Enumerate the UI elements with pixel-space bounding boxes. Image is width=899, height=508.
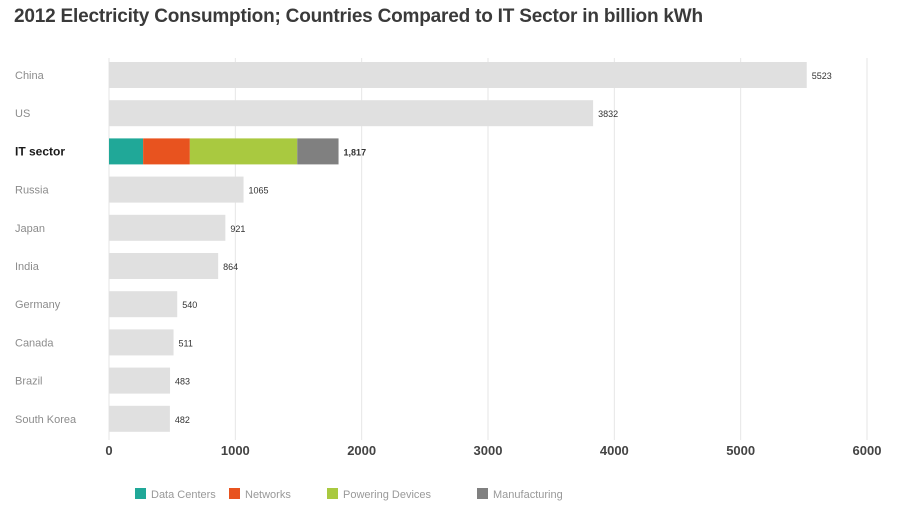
category-label: Brazil [15,376,43,388]
legend-swatch [477,488,488,499]
bar [109,405,170,432]
legend-label: Networks [245,489,291,501]
bar [109,100,594,127]
x-tick-label: 5000 [726,443,755,458]
category-label: Canada [15,337,54,349]
value-label: 1,817 [344,147,367,157]
value-label: 540 [182,300,197,310]
value-label: 483 [175,377,190,387]
bar [109,367,171,394]
legend-label: Data Centers [151,489,216,501]
category-label: China [15,70,45,82]
x-tick-label: 1000 [221,443,250,458]
value-label: 864 [223,262,238,272]
value-label: 482 [175,415,190,425]
value-label: 5523 [812,71,832,81]
category-label: South Korea [15,414,77,426]
bar [109,329,174,356]
category-label: Germany [15,299,61,311]
legend-label: Powering Devices [343,489,432,501]
legend-swatch [135,488,146,499]
value-label: 921 [230,224,245,234]
category-label: India [15,261,40,273]
x-tick-label: 6000 [853,443,882,458]
value-label: 3832 [598,109,618,119]
bar-segment [297,138,339,165]
category-label: IT sector [15,144,65,158]
bar-segment [109,138,144,165]
x-tick-label: 3000 [474,443,503,458]
bar-segment [143,138,190,165]
category-label: Russia [15,185,50,197]
bar [109,214,226,241]
legend-swatch [327,488,338,499]
bar [109,291,178,318]
chart-title: 2012 Electricity Consumption; Countries … [14,6,703,27]
x-tick-label: 0 [105,443,112,458]
legend-label: Manufacturing [493,489,563,501]
category-label: Japan [15,223,45,235]
value-label: 511 [179,338,193,348]
bar [109,62,807,88]
value-label: 1065 [249,186,269,196]
bar [109,176,244,203]
x-tick-label: 4000 [600,443,629,458]
bar-segment [189,138,298,165]
bar [109,253,219,279]
x-tick-label: 2000 [347,443,376,458]
legend-swatch [229,488,240,499]
category-label: US [15,108,30,120]
